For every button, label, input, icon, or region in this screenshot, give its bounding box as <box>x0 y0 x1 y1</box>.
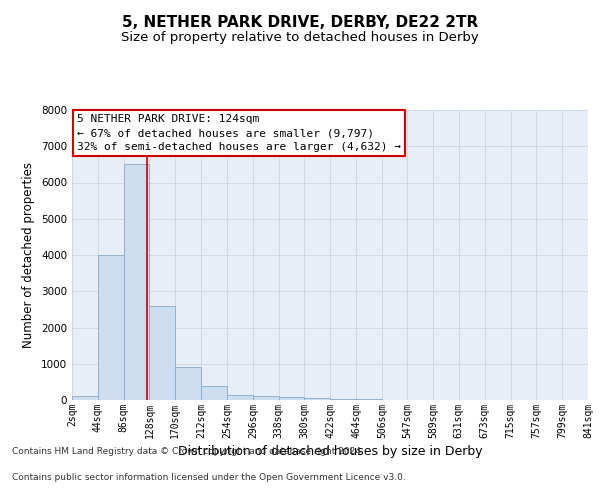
Bar <box>98 255 124 400</box>
Bar <box>72 396 98 400</box>
Bar <box>227 394 253 400</box>
Text: Size of property relative to detached houses in Derby: Size of property relative to detached ho… <box>121 31 479 44</box>
Y-axis label: Number of detached properties: Number of detached properties <box>22 162 35 348</box>
Bar <box>124 164 149 400</box>
Text: 5 NETHER PARK DRIVE: 124sqm
← 67% of detached houses are smaller (9,797)
32% of : 5 NETHER PARK DRIVE: 124sqm ← 67% of det… <box>77 114 401 152</box>
Bar <box>253 396 278 400</box>
Text: 5, NETHER PARK DRIVE, DERBY, DE22 2TR: 5, NETHER PARK DRIVE, DERBY, DE22 2TR <box>122 15 478 30</box>
Bar <box>278 398 304 400</box>
Text: Contains public sector information licensed under the Open Government Licence v3: Contains public sector information licen… <box>12 472 406 482</box>
Bar <box>331 399 356 400</box>
Bar <box>175 368 201 400</box>
X-axis label: Distribution of detached houses by size in Derby: Distribution of detached houses by size … <box>178 445 482 458</box>
Bar <box>149 306 175 400</box>
Text: Contains HM Land Registry data © Crown copyright and database right 2024.: Contains HM Land Registry data © Crown c… <box>12 448 364 456</box>
Bar <box>201 386 227 400</box>
Bar <box>304 398 331 400</box>
